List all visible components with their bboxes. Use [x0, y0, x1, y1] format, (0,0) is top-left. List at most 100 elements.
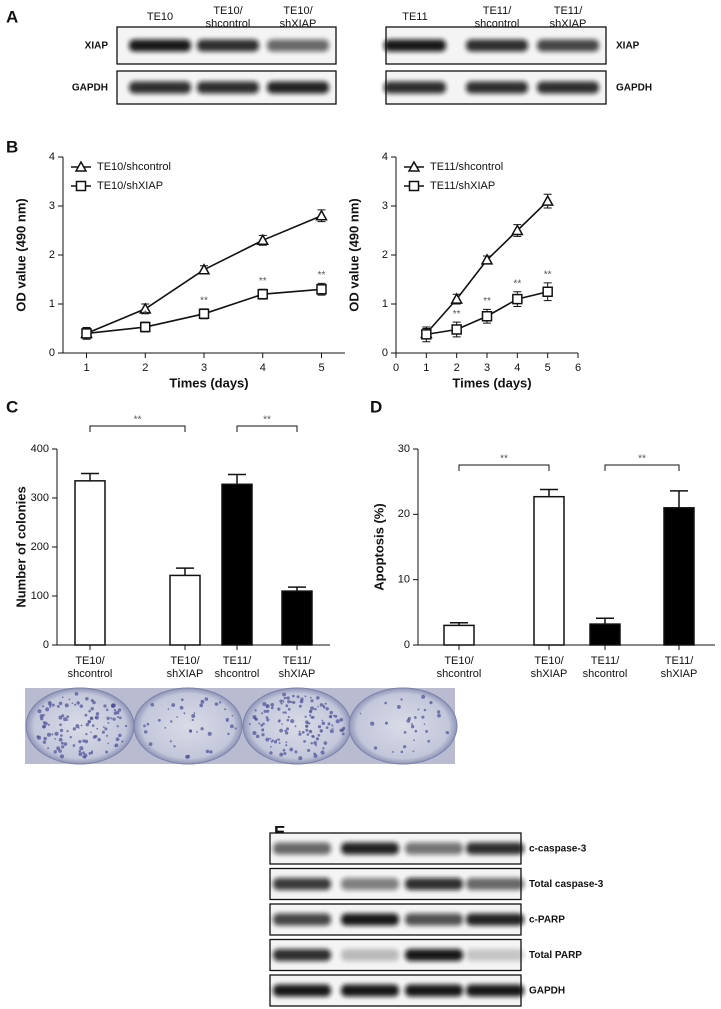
colony	[269, 745, 272, 748]
colony	[373, 746, 378, 750]
marker	[541, 194, 554, 206]
colony	[87, 720, 91, 724]
colony	[60, 741, 64, 745]
blot-band	[129, 81, 191, 94]
colony	[110, 703, 116, 708]
blot-band	[405, 913, 463, 926]
colony	[60, 734, 63, 737]
y-axis-title: Apoptosis (%)	[371, 503, 386, 590]
colony	[116, 725, 119, 728]
colony	[227, 732, 230, 736]
marker	[511, 223, 524, 236]
colony	[315, 737, 320, 741]
colony	[421, 694, 426, 699]
colony	[191, 713, 196, 718]
colony	[411, 723, 413, 726]
significance-bracket	[236, 425, 298, 432]
colony	[260, 724, 263, 727]
colony	[104, 727, 108, 731]
colony	[124, 724, 128, 728]
colony	[287, 716, 290, 719]
colony	[95, 712, 100, 716]
x-tick-label: 3	[484, 362, 490, 374]
row-label: Total caspase-3	[529, 879, 604, 890]
colony	[313, 741, 317, 745]
colony	[47, 723, 50, 726]
colony	[258, 722, 261, 725]
colony	[421, 715, 425, 719]
colony	[199, 703, 204, 708]
colony	[304, 695, 307, 698]
legend-marker	[408, 180, 420, 192]
panel-label: D	[370, 397, 382, 416]
bar	[443, 624, 475, 646]
x-tick-label: TE11/shXIAP	[279, 655, 316, 680]
colony	[310, 699, 314, 703]
colony	[296, 695, 300, 699]
colony	[191, 718, 194, 722]
blot-band	[341, 984, 399, 997]
colony	[193, 712, 196, 714]
colony	[105, 708, 109, 712]
colony	[285, 696, 287, 699]
colony	[169, 740, 172, 743]
lane-label: TE10/shcontrol	[206, 5, 251, 30]
blot-band	[273, 913, 331, 926]
y-tick-label: 10	[398, 574, 410, 586]
significance-label: **	[263, 415, 271, 426]
legend-label: TE10/shXIAP	[97, 180, 163, 192]
y-tick-label: 4	[49, 151, 55, 163]
colony	[285, 727, 290, 731]
significance-label: **	[453, 309, 461, 320]
colony	[314, 744, 318, 747]
x-axis-title: Times (days)	[452, 375, 531, 390]
colony	[49, 705, 52, 708]
significance-label: **	[200, 296, 208, 307]
blot-band	[129, 39, 191, 52]
significance-label: **	[259, 276, 267, 287]
colony	[413, 739, 415, 742]
colony	[88, 709, 91, 713]
colony	[106, 716, 110, 721]
error-bar	[670, 490, 688, 508]
y-axis-title: Number of colonies	[13, 486, 28, 607]
colony	[61, 714, 65, 718]
lane-label: TE11/shcontrol	[475, 5, 520, 30]
colony	[150, 703, 155, 707]
colony	[85, 732, 88, 736]
significance-label: **	[318, 270, 326, 281]
colony	[112, 717, 116, 721]
x-tick-label: TE10/shcontrol	[437, 655, 482, 680]
colony	[400, 698, 403, 701]
lane-label: TE11/shXIAP	[550, 5, 587, 30]
blot-band	[466, 81, 528, 94]
colony	[226, 719, 229, 723]
colony	[74, 692, 79, 696]
colony	[437, 713, 441, 718]
x-tick-label: 5	[318, 362, 324, 374]
significance-label: *	[143, 309, 147, 320]
colony	[69, 736, 72, 739]
colony	[310, 742, 313, 745]
colony	[45, 707, 50, 712]
x-tick-label: 1	[423, 362, 429, 374]
colony	[143, 724, 146, 728]
colony	[319, 703, 324, 707]
colony	[370, 721, 375, 726]
x-tick-label: TE11/shXIAP	[661, 655, 698, 680]
colony	[103, 704, 107, 708]
row-label: XIAP	[616, 41, 640, 52]
colony	[231, 714, 234, 717]
colony	[319, 729, 323, 733]
colony	[269, 737, 272, 740]
colony	[306, 721, 309, 725]
colony	[339, 717, 344, 722]
colony	[265, 706, 268, 709]
colony	[58, 701, 63, 706]
y-tick-label: 400	[31, 443, 49, 455]
x-tick-label: 3	[201, 362, 207, 374]
colony	[234, 727, 237, 730]
colony	[281, 723, 283, 725]
colony	[277, 719, 281, 723]
colony	[214, 702, 219, 706]
